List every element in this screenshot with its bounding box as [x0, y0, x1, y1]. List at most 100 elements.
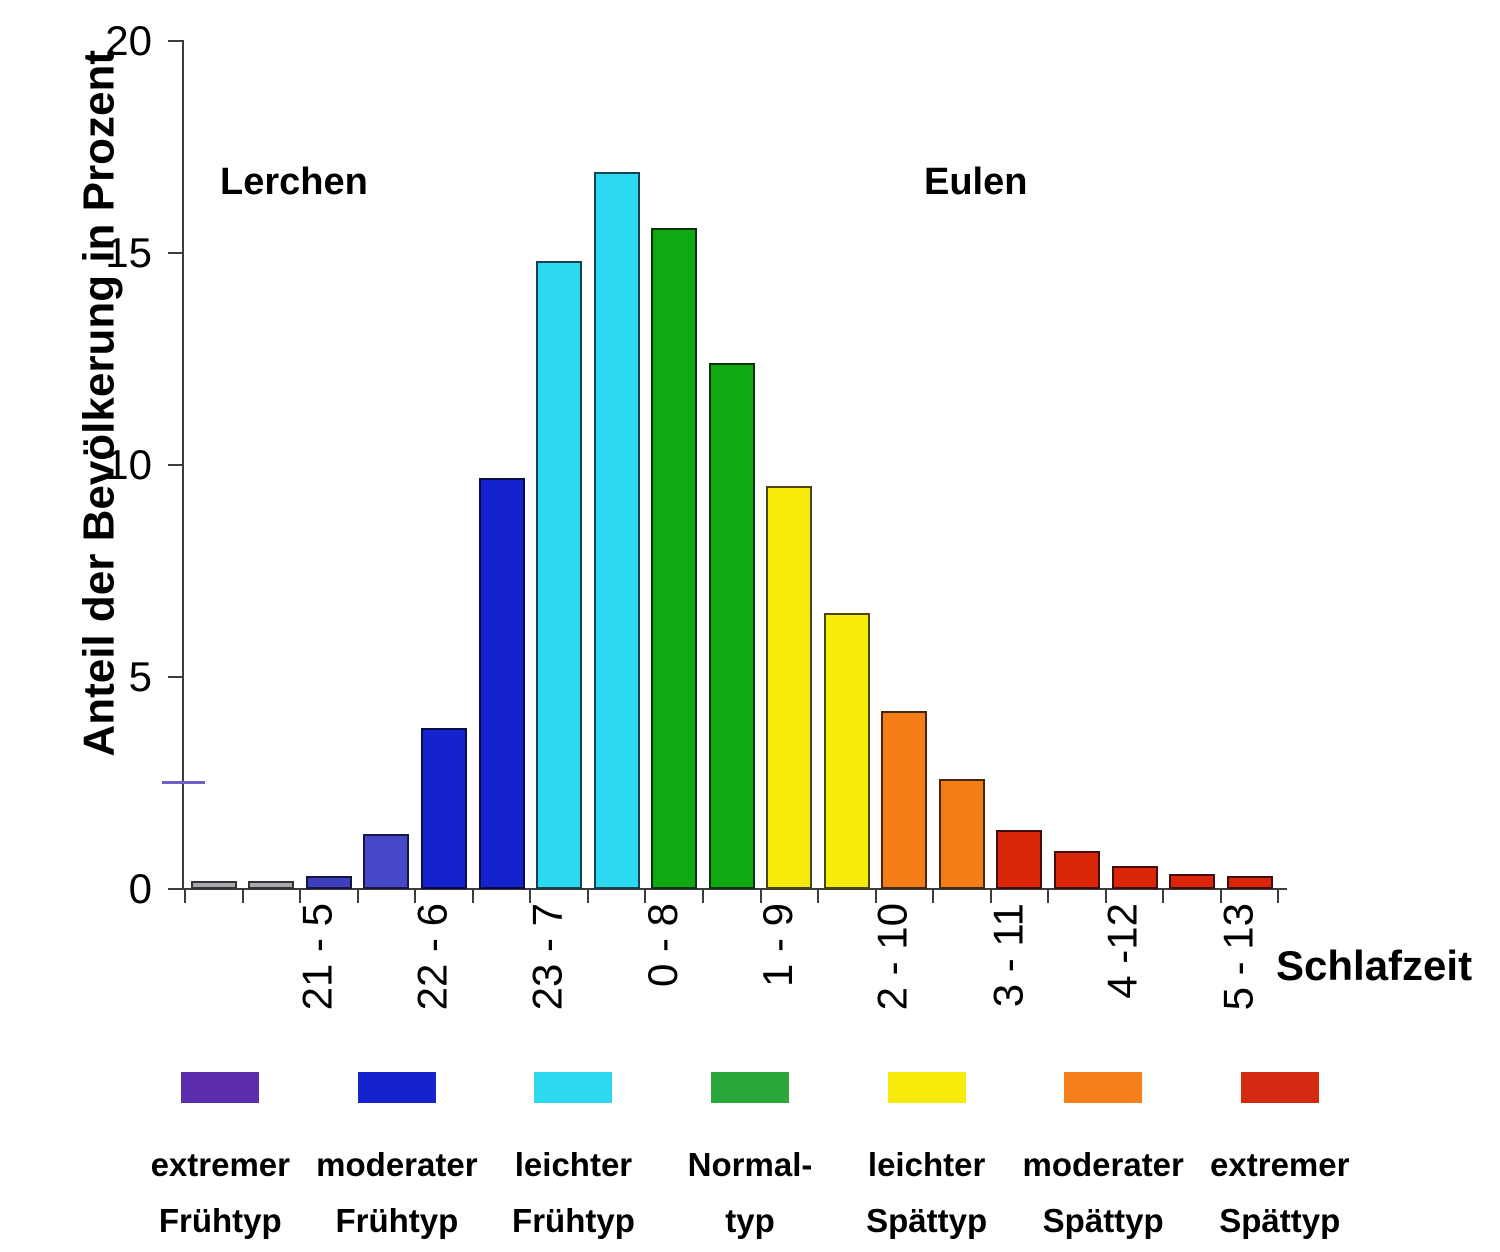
y-tick: [168, 888, 182, 890]
x-tick: [932, 890, 935, 903]
y-tick-label: 15: [105, 229, 152, 276]
x-tick: [759, 890, 762, 903]
legend-swatch: [711, 1072, 790, 1103]
x-tick: [529, 890, 532, 903]
legend-label: Normal-typ: [688, 1137, 813, 1249]
bar: [420, 727, 467, 889]
legend-swatch: [1240, 1072, 1319, 1103]
bar: [190, 880, 237, 889]
legend-label-line2: Frühtyp: [335, 1202, 459, 1239]
x-tick: [817, 890, 820, 903]
bar: [708, 363, 755, 889]
x-tick: [701, 890, 704, 903]
x-tick: [471, 890, 474, 903]
x-tick-label: 21 - 5: [293, 903, 341, 1011]
bar: [938, 778, 985, 889]
x-tick-label: 1 - 9: [753, 903, 801, 988]
bar: [881, 710, 928, 889]
x-tick: [414, 890, 417, 903]
legend-label: leichter Frühtyp: [512, 1137, 635, 1249]
y-tick: [168, 464, 182, 466]
legend-swatch: [1064, 1072, 1143, 1103]
y-tick: [168, 252, 182, 254]
x-axis-title: Schlafzeit: [1276, 942, 1473, 989]
x-tick: [1219, 890, 1222, 903]
bar: [248, 880, 295, 889]
x-axis-line: [182, 888, 1287, 890]
y-tick-label: 5: [128, 653, 152, 700]
y-tick: [168, 676, 182, 678]
legend-label-line1: Normal-: [687, 1146, 813, 1183]
x-tick: [586, 890, 589, 903]
bar: [363, 833, 410, 889]
bar: [478, 477, 525, 889]
legend-label-line2: typ: [725, 1202, 775, 1239]
legend-label: moderater Frühtyp: [316, 1137, 477, 1249]
x-tick: [241, 890, 244, 903]
x-tick: [1162, 890, 1165, 903]
legend-label: extremer Spättyp: [1210, 1137, 1349, 1249]
annotation-lerchen: Lerchen: [220, 161, 368, 203]
x-tick-label: 3 - 11: [983, 903, 1031, 1008]
bar: [1054, 850, 1101, 889]
x-tick: [989, 890, 992, 903]
x-tick-label: 4 -12: [1099, 903, 1147, 999]
x-tick-label: 0 - 8: [638, 903, 686, 988]
x-tick-label: 22 - 6: [408, 903, 456, 1011]
legend-item: moderater Spättyp: [1015, 1072, 1192, 1249]
bar: [766, 486, 813, 889]
legend: extremer Frühtyp moderater Frühtyp leichter F…: [132, 1072, 1368, 1249]
legend-label-line2: Spättyp: [1219, 1202, 1341, 1239]
y-axis-title: Anteil der Bevölkerung in Prozent: [75, 50, 124, 757]
legend-label-line1: moderater: [1022, 1146, 1184, 1183]
annotation-eulen: Eulen: [924, 161, 1028, 203]
legend-label-line2: Spättyp: [866, 1202, 988, 1239]
bar: [823, 613, 870, 889]
x-tick: [1277, 890, 1280, 903]
legend-item: leichter Spättyp: [838, 1072, 1015, 1249]
legend-item: extremer Spättyp: [1191, 1072, 1368, 1249]
x-tick: [874, 890, 877, 903]
y-tick: [168, 40, 182, 42]
reference-marker: [162, 781, 205, 784]
legend-label: extremer Frühtyp: [151, 1137, 290, 1249]
legend-item: moderater Frühtyp: [309, 1072, 486, 1249]
legend-label: leichter Spättyp: [866, 1137, 987, 1249]
legend-label: moderater Spättyp: [1022, 1137, 1183, 1249]
bar: [536, 261, 583, 889]
legend-swatch: [887, 1072, 966, 1103]
legend-swatch: [181, 1072, 260, 1103]
legend-swatch: [534, 1072, 613, 1103]
legend-label-line1: extremer: [150, 1146, 290, 1183]
legend-label-line1: leichter: [867, 1146, 986, 1183]
y-tick-label: 10: [105, 441, 152, 488]
legend-label-line2: Frühtyp: [512, 1202, 635, 1239]
y-tick-label: 0: [128, 865, 152, 912]
bar: [1111, 865, 1158, 889]
bar: [305, 876, 352, 889]
legend-label-line2: Frühtyp: [158, 1202, 282, 1239]
x-tick: [184, 890, 186, 903]
bar: [996, 829, 1043, 889]
x-tick-label: 5 - 13: [1214, 903, 1262, 1011]
legend-item: Normal-typ: [662, 1072, 839, 1249]
y-axis-line: [182, 40, 184, 890]
bar: [651, 227, 698, 889]
x-tick: [1047, 890, 1050, 903]
legend-label-line1: moderater: [316, 1146, 478, 1183]
x-tick-label: 2 - 10: [868, 903, 916, 1011]
bar: [1169, 874, 1216, 889]
legend-item: extremer Frühtyp: [132, 1072, 309, 1249]
y-tick-label: 20: [105, 17, 152, 64]
legend-item: leichter Frühtyp: [485, 1072, 662, 1249]
x-tick: [356, 890, 359, 903]
legend-label-line1: extremer: [1210, 1146, 1350, 1183]
legend-label-line2: Spättyp: [1042, 1202, 1164, 1239]
x-tick: [299, 890, 302, 903]
x-tick: [1104, 890, 1107, 903]
legend-swatch: [357, 1072, 436, 1103]
bar: [1226, 876, 1273, 889]
x-tick-label: 23 - 7: [523, 903, 571, 1011]
bar: [593, 172, 640, 889]
